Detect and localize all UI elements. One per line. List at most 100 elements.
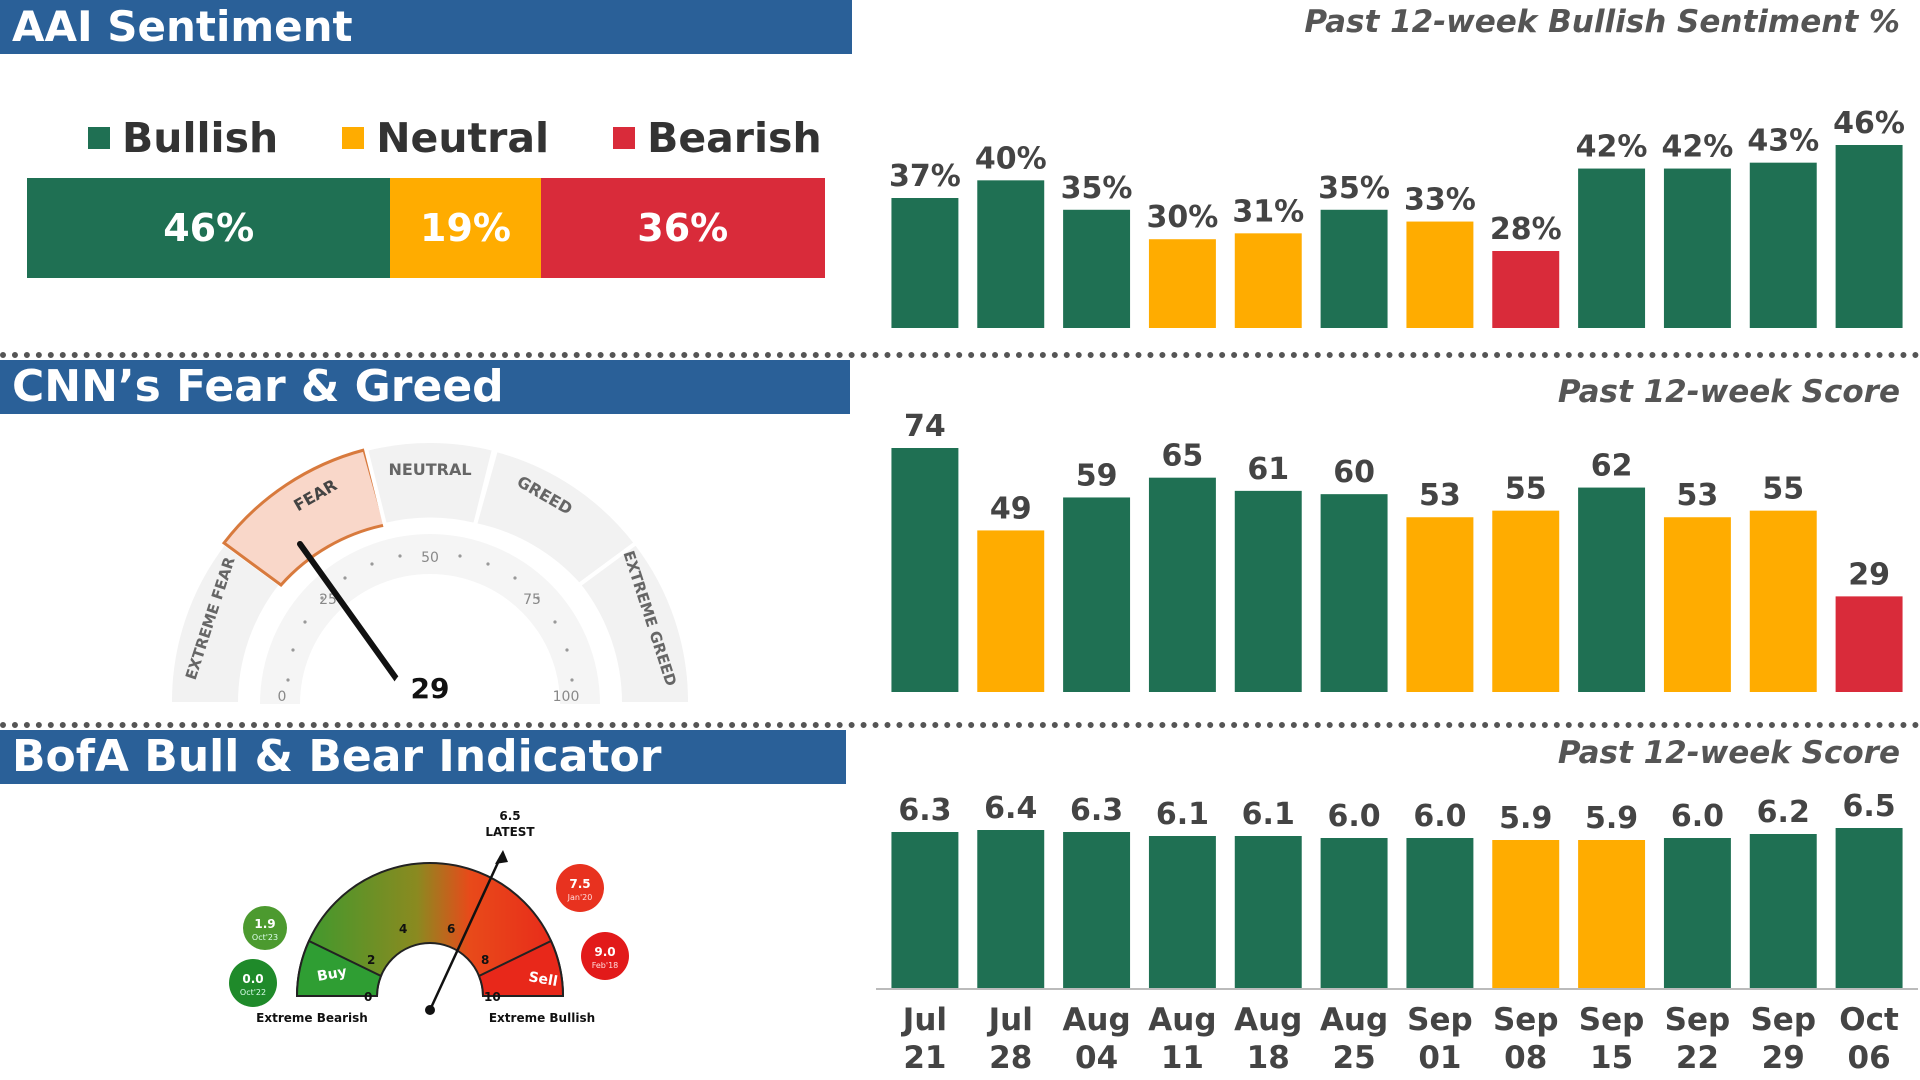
bofa-needle-head — [495, 850, 508, 864]
bofa-needle — [428, 855, 503, 1011]
bofa-tick-0: 0 — [364, 990, 372, 1004]
aai-bar — [1578, 168, 1646, 328]
cnn-bar — [1234, 490, 1302, 692]
aai-bar — [1148, 239, 1216, 328]
aai-bar — [891, 198, 959, 328]
aai-bar — [1234, 233, 1302, 328]
bofa-history-date: Oct'22 — [240, 988, 266, 997]
stacked-segment-2: 36% — [540, 178, 825, 278]
bofa-bar — [1234, 836, 1302, 988]
bofa-x-tick-month: Oct — [1839, 1002, 1899, 1038]
bofa-history-value: 0.0 — [242, 972, 263, 986]
cnn-data-label: 65 — [1162, 439, 1204, 474]
aai-legend: Bullish Neutral Bearish — [88, 114, 822, 162]
bofa-x-tick-month: Aug — [1320, 1002, 1388, 1038]
bofa-x-tick-day: 21 — [903, 1040, 946, 1076]
bofa-data-label: 6.2 — [1757, 795, 1810, 830]
gauge-dot — [486, 562, 490, 566]
bofa-data-label: 6.1 — [1242, 797, 1295, 832]
bofa-tick-4: 4 — [399, 922, 407, 936]
aai-chart-subtitle: Past 12-week Bullish Sentiment % — [1304, 4, 1900, 40]
bofa-x-tick-month: Aug — [1234, 1002, 1302, 1038]
bofa-title-banner: BofA Bull & Bear Indicator — [0, 730, 846, 784]
bofa-history-value: 9.0 — [594, 945, 615, 959]
aai-data-label: 35% — [1318, 171, 1390, 206]
zone-label-neutral: NEUTRAL — [388, 460, 471, 479]
tick-label-0: 0 — [278, 689, 287, 705]
aai-data-label: 28% — [1490, 212, 1562, 247]
tick-label-75: 75 — [523, 592, 541, 608]
bofa-x-tick-day: 11 — [1161, 1040, 1204, 1076]
bofa-bull-bear-gauge: Buy Sell 0 2 4 6 8 10 6.5 LATEST Extreme… — [229, 809, 629, 1025]
bofa-data-label: 6.5 — [1843, 789, 1896, 824]
cnn-title-banner: CNN’s Fear & Greed — [0, 360, 850, 414]
cnn-bar — [1749, 510, 1817, 692]
cnn-bar — [1578, 487, 1646, 692]
legend-bearish-label: Bearish — [647, 114, 822, 162]
bofa-history-circle — [243, 906, 287, 950]
stacked-segment-0: 46% — [27, 178, 391, 278]
bofa-sell-zone — [477, 939, 565, 997]
bofa-buy-zone — [295, 939, 383, 997]
cnn-bar — [1320, 494, 1388, 692]
bofa-x-tick-month: Sep — [1750, 1002, 1816, 1038]
cnn-data-label: 49 — [990, 491, 1032, 526]
bofa-data-label: 6.1 — [1156, 797, 1209, 832]
gauge-dots — [286, 554, 574, 682]
gauge-dot — [286, 678, 290, 682]
bofa-bar — [1148, 836, 1216, 988]
bofa-x-tick-day: 15 — [1590, 1040, 1633, 1076]
bofa-data-label: 6.0 — [1413, 799, 1466, 834]
cnn-bar — [977, 530, 1045, 692]
legend-bearish-swatch — [613, 127, 636, 149]
aai-bar — [1749, 162, 1817, 328]
bofa-x-tick-day: 01 — [1418, 1040, 1461, 1076]
cnn-data-label: 55 — [1762, 472, 1804, 507]
gauge-dot — [513, 576, 517, 580]
cnn-bar — [1406, 517, 1474, 692]
gauge-dot — [370, 562, 374, 566]
bofa-x-tick-day: 22 — [1676, 1040, 1719, 1076]
bofa-x-tick-month: Jul — [987, 1002, 1033, 1038]
bofa-chart-subtitle: Past 12-week Score — [1557, 735, 1900, 771]
bofa-history-circle — [229, 959, 277, 1007]
zone-extreme-greed — [576, 540, 693, 706]
zone-fear — [221, 448, 387, 588]
aai-data-label: 46% — [1833, 106, 1905, 141]
legend-bullish: Bullish — [88, 114, 278, 162]
aai-data-label: 37% — [889, 159, 961, 194]
aai-data-label: 35% — [1061, 171, 1133, 206]
bofa-tick-8: 8 — [481, 953, 489, 967]
cnn-bar — [1063, 497, 1131, 692]
bofa-x-tick-month: Sep — [1493, 1002, 1559, 1038]
aai-data-label: 33% — [1404, 183, 1476, 218]
bofa-x-tick-day: 18 — [1247, 1040, 1290, 1076]
bofa-tick-2: 2 — [367, 953, 375, 967]
bofa-x-tick-day: 28 — [989, 1040, 1032, 1076]
bofa-bar — [891, 832, 959, 988]
bofa-x-tick-month: Aug — [1148, 1002, 1216, 1038]
bofa-data-label: 6.4 — [984, 791, 1037, 826]
bofa-extreme-bullish-label: Extreme Bullish — [489, 1011, 595, 1025]
cnn-bar — [891, 448, 959, 692]
bofa-latest-value: 6.5 — [499, 809, 520, 823]
gauge-dot — [570, 678, 574, 682]
gauge-dot — [320, 596, 324, 600]
section-divider-2 — [0, 722, 1920, 728]
legend-bullish-swatch — [88, 127, 110, 149]
bofa-history-date: Jan'20 — [567, 893, 593, 902]
bofa-x-tick-month: Sep — [1579, 1002, 1645, 1038]
bofa-x-tick-month: Sep — [1407, 1002, 1473, 1038]
bofa-bar — [1663, 838, 1731, 988]
cnn-fear-greed-gauge: EXTREME FEAR FEAR NEUTRAL GREED EXTREME … — [167, 439, 693, 710]
tick-label-100: 100 — [553, 689, 580, 705]
cnn-bar — [1148, 477, 1216, 692]
bofa-bar — [1578, 840, 1646, 988]
stacked-segment-1: 19% — [390, 178, 541, 278]
cnn-bar — [1492, 510, 1560, 692]
gauge-dot — [458, 554, 462, 558]
bofa-history-date: Feb'18 — [592, 961, 619, 970]
legend-neutral: Neutral — [342, 114, 549, 162]
